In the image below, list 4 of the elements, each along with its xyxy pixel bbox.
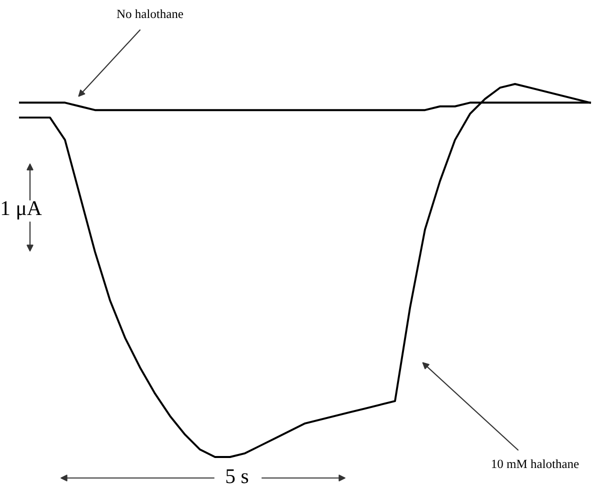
annotation: 1 μA	[2, 201, 42, 220]
text: No halothane	[116, 9, 184, 18]
text: 10 mM halothane	[492, 459, 579, 468]
text: 5 s	[226, 469, 248, 484]
